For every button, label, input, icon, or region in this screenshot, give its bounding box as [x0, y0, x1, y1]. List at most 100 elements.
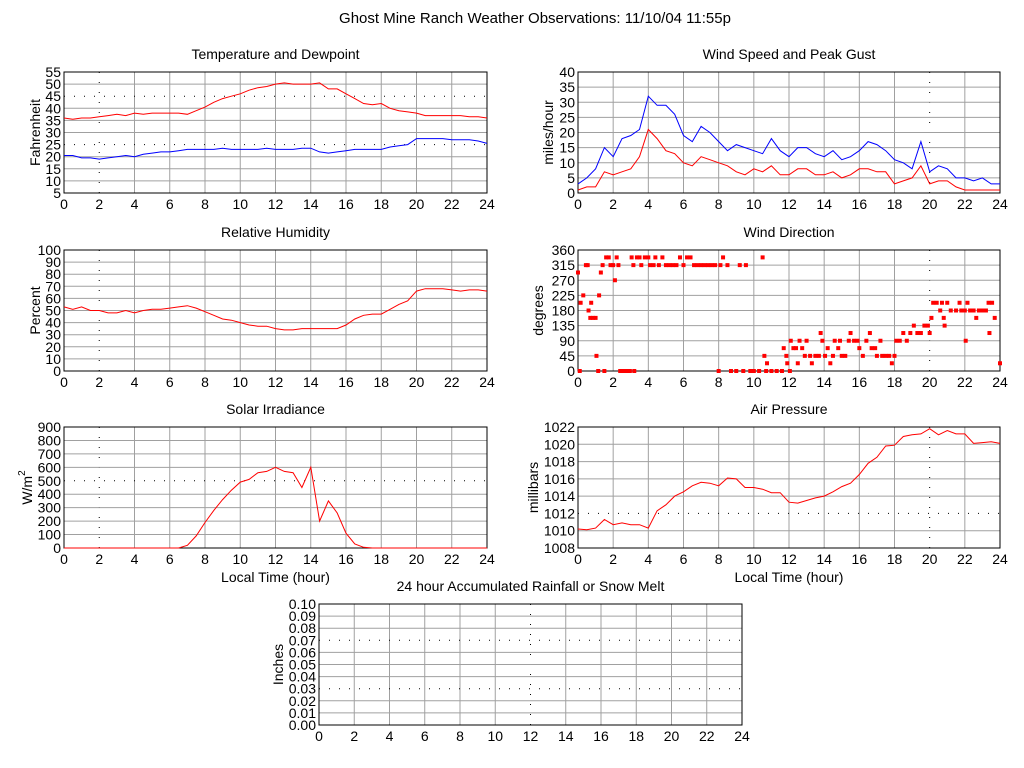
direction-point	[625, 369, 630, 373]
x-tick-label: 6	[166, 374, 174, 390]
x-tick-label: 10	[746, 374, 762, 390]
x-tick-label: 2	[609, 196, 617, 212]
y-tick-label: 800	[38, 432, 62, 448]
plot-frame	[577, 426, 1001, 549]
y-tick-label: 15	[559, 140, 575, 156]
direction-point	[660, 255, 665, 260]
y-tick-label: 0	[567, 363, 575, 379]
direction-point	[721, 255, 726, 260]
direction-point	[642, 255, 647, 260]
x-tick-label: 20	[409, 551, 425, 567]
y-axis-label-superscript: 2	[17, 470, 28, 476]
direction-point	[983, 308, 988, 313]
direction-point	[737, 263, 742, 268]
y-tick-label: 180	[552, 303, 576, 319]
x-tick-label: 22	[444, 196, 460, 212]
x-tick-label: 14	[558, 728, 574, 744]
y-tick-label: 50	[45, 303, 61, 319]
x-tick-label: 2	[95, 551, 103, 567]
x-tick-label: 0	[574, 196, 582, 212]
y-tick-label: 15	[45, 161, 61, 177]
direction-point	[779, 369, 784, 373]
direction-point	[938, 308, 943, 313]
x-tick-label: 0	[315, 728, 323, 744]
direction-point	[646, 255, 651, 260]
direction-point	[929, 315, 934, 320]
direction-point	[818, 331, 823, 336]
x-tick-label: 18	[373, 196, 389, 212]
direction-point	[627, 369, 632, 373]
x-tick-label: 8	[201, 196, 209, 212]
direction-point	[699, 263, 704, 268]
x-tick-label: 6	[166, 196, 174, 212]
direction-point	[648, 263, 653, 268]
y-axis-label-text: Percent	[27, 286, 43, 334]
y-tick-label: 100	[38, 527, 62, 543]
direction-point	[887, 353, 892, 358]
direction-point	[901, 331, 906, 336]
direction-point	[639, 263, 644, 268]
y-tick-label: 25	[559, 109, 575, 125]
direction-point	[576, 270, 580, 275]
y-tick-label: 700	[38, 446, 62, 462]
direction-point	[963, 338, 968, 343]
y-tick-label: 50	[45, 76, 61, 92]
wind-series-0-line	[577, 95, 1000, 185]
direction-point	[748, 369, 753, 373]
y-tick-label: 315	[552, 257, 576, 273]
y-tick-label: 0.10	[289, 596, 316, 612]
direction-point	[788, 338, 793, 343]
direction-point	[962, 308, 967, 313]
y-axis-label: Fahrenheit	[27, 99, 43, 166]
x-tick-label: 18	[373, 551, 389, 567]
y-tick-label: 40	[45, 100, 61, 116]
direction-point	[632, 369, 637, 373]
direction-point	[971, 308, 976, 313]
y-axis-label: W/m2	[17, 470, 35, 505]
x-tick-label: 24	[734, 728, 750, 744]
x-tick-label: 16	[852, 196, 868, 212]
direction-point	[621, 369, 626, 373]
x-tick-label: 4	[644, 551, 652, 567]
x-tick-label: 8	[201, 374, 209, 390]
y-tick-label: 0	[53, 363, 61, 379]
x-tick-label: 12	[781, 196, 797, 212]
direction-point	[839, 353, 844, 358]
solar-series-0-line	[64, 465, 487, 549]
direction-point	[927, 331, 932, 336]
panel-title: 24 hour Accumulated Rainfall or Snow Mel…	[397, 578, 665, 594]
x-tick-label: 20	[922, 374, 938, 390]
direction-point	[612, 278, 617, 283]
y-tick-label: 1020	[544, 436, 575, 452]
direction-point	[706, 263, 711, 268]
direction-point	[695, 263, 700, 268]
x-tick-label: 8	[715, 551, 723, 567]
direction-point	[769, 369, 774, 373]
direction-point	[629, 255, 634, 260]
x-tick-label: 22	[957, 551, 973, 567]
y-tick-label: 0.06	[289, 644, 316, 660]
y-tick-label: 55	[45, 64, 61, 80]
y-tick-label: 1008	[544, 540, 575, 556]
panel-title: Relative Humidity	[221, 224, 330, 240]
direction-point	[873, 346, 878, 351]
y-tick-label: 0.02	[289, 693, 316, 709]
y-tick-label: 1014	[544, 488, 575, 504]
direction-point	[590, 315, 595, 320]
y-tick-label: 80	[45, 266, 61, 282]
direction-point	[702, 263, 707, 268]
direction-point	[894, 338, 899, 343]
x-tick-label: 6	[166, 551, 174, 567]
y-tick-label: 30	[559, 94, 575, 110]
direction-point	[586, 308, 591, 313]
x-tick-label: 8	[715, 196, 723, 212]
x-tick-label: 0	[574, 374, 582, 390]
y-tick-label: 0.07	[289, 632, 316, 648]
x-tick-label: 10	[746, 551, 762, 567]
direction-point	[820, 338, 825, 343]
x-tick-label: 20	[922, 196, 938, 212]
x-tick-label: 12	[781, 374, 797, 390]
plot-frame	[318, 603, 743, 726]
x-tick-label: 6	[421, 728, 429, 744]
